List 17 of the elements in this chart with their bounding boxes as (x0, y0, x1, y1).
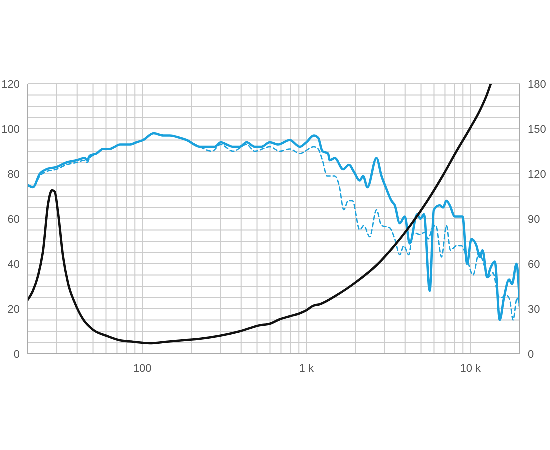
y-tick-label: 60 (8, 214, 20, 226)
x-tick-label: 100 (133, 362, 152, 375)
y2-tick-label: 120 (528, 168, 546, 181)
y2-tick-label: 60 (528, 258, 540, 271)
x-tick-label: 1 k (299, 362, 314, 375)
y-tick-label: 100 (2, 124, 20, 136)
y-tick-label: 80 (8, 168, 20, 181)
y2-tick-label: 180 (528, 78, 546, 91)
y2-tick-label: 30 (528, 304, 540, 316)
y2-tick-label: 0 (528, 348, 534, 361)
y-tick-label: 120 (2, 78, 20, 91)
y2-tick-label: 90 (528, 214, 540, 226)
x-tick-label: 10 k (460, 362, 482, 375)
y-tick-label: 0 (14, 348, 20, 361)
y-tick-label: 40 (8, 258, 20, 271)
y-tick-label: 20 (8, 304, 20, 316)
y2-tick-label: 150 (528, 124, 546, 136)
